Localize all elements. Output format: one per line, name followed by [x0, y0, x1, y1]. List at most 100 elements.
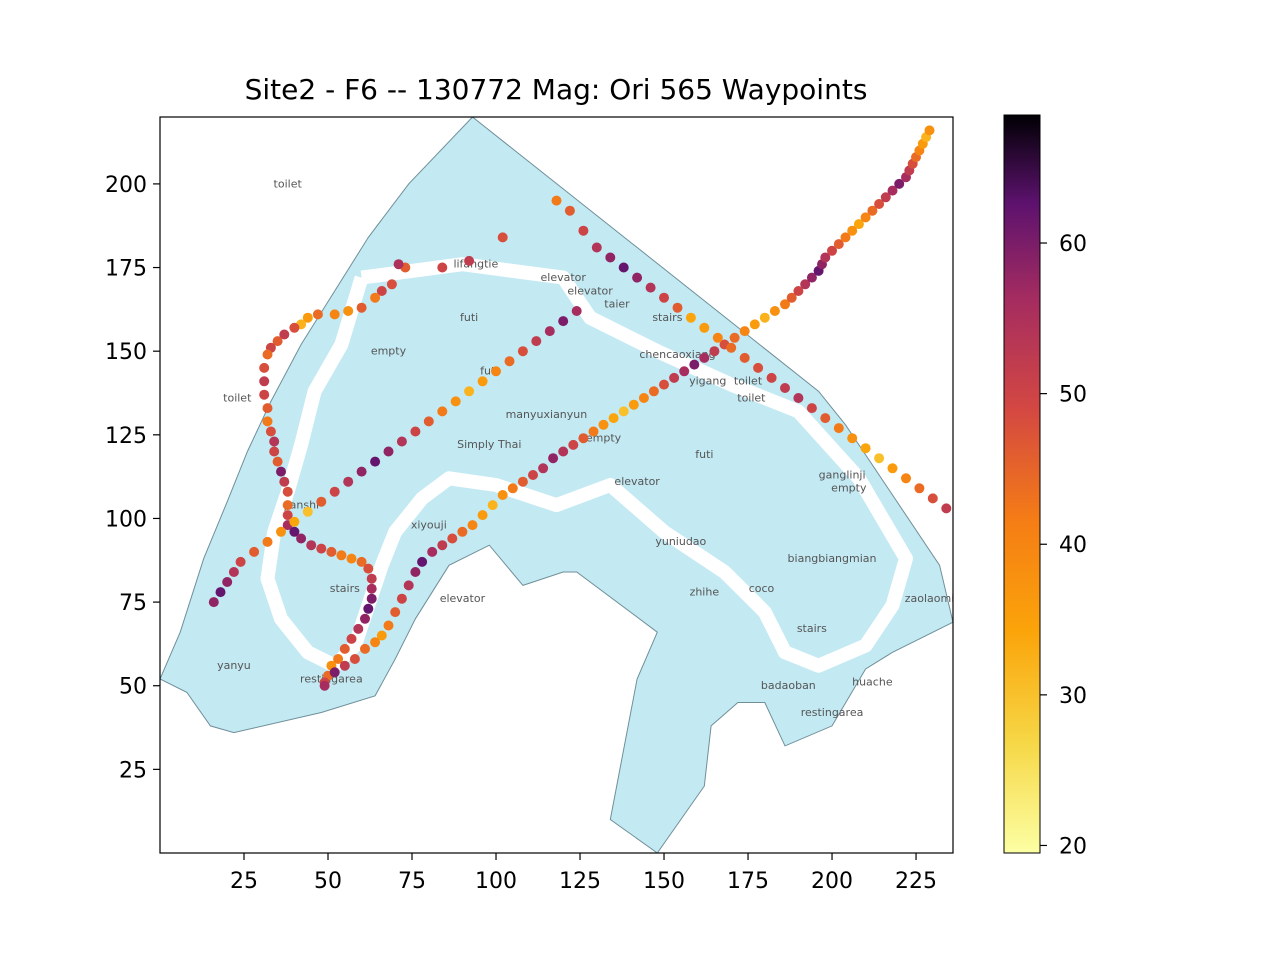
- waypoint: [339, 643, 350, 654]
- waypoint: [249, 546, 260, 557]
- waypoint: [739, 326, 750, 337]
- waypoint: [343, 306, 354, 316]
- room-label: stairs: [330, 582, 360, 595]
- waypoint: [423, 416, 434, 427]
- x-axis: 25 50 75 100 125 150 175 200 225: [230, 853, 937, 894]
- waypoint: [477, 376, 488, 387]
- waypoint: [282, 486, 293, 497]
- waypoint: [806, 403, 817, 414]
- room-label: manyuxianyun: [506, 408, 588, 421]
- waypoint: [588, 426, 599, 437]
- y-tick-label: 75: [119, 591, 147, 616]
- room-label: elevator: [614, 475, 660, 488]
- room-label: badaoban: [761, 679, 816, 692]
- waypoint: [874, 199, 885, 209]
- waypoint: [591, 242, 602, 253]
- waypoint: [564, 205, 575, 216]
- waypoint: [366, 573, 377, 584]
- waypoint: [847, 225, 858, 236]
- waypoint: [326, 546, 337, 557]
- colorbar: 20 30 40 50 60: [1003, 114, 1087, 859]
- waypoint: [356, 466, 367, 477]
- room-label: zhihe: [690, 585, 720, 598]
- waypoint: [531, 336, 542, 347]
- waypoint: [265, 426, 276, 437]
- waypoint: [853, 219, 864, 230]
- room-label: elevator: [541, 271, 587, 284]
- waypoint: [356, 556, 367, 567]
- waypoint: [353, 623, 364, 634]
- waypoint: [780, 299, 790, 310]
- waypoint: [568, 439, 579, 450]
- waypoint: [820, 413, 831, 424]
- plot-frame: [159, 116, 954, 854]
- waypoint: [269, 446, 280, 457]
- waypoint: [618, 406, 629, 417]
- waypoint: [729, 332, 740, 343]
- room-label: empty: [371, 345, 407, 358]
- waypoint: [282, 510, 293, 521]
- waypoint: [390, 607, 401, 618]
- waypoint: [349, 654, 360, 664]
- y-axis: 25 50 75 100 125 150 175 200: [105, 173, 160, 783]
- waypoint: [820, 252, 831, 263]
- waypoint: [806, 272, 817, 283]
- waypoint: [396, 593, 407, 604]
- waypoint: [329, 309, 340, 320]
- waypoint: [833, 239, 844, 250]
- waypoint: [699, 352, 710, 363]
- waypoint: [679, 366, 690, 377]
- room-label: ganglinji: [819, 468, 866, 481]
- waypoint: [753, 362, 764, 373]
- waypoint: [276, 526, 286, 537]
- waypoint: [793, 393, 804, 403]
- waypoint: [632, 272, 643, 283]
- room-label: stairs: [652, 311, 682, 324]
- waypoint: [276, 466, 286, 477]
- waypoint: [208, 597, 219, 608]
- waypoint: [618, 262, 629, 273]
- room-label: xiyouji: [411, 518, 447, 531]
- waypoint: [927, 493, 938, 504]
- waypoint: [598, 419, 609, 430]
- waypoint: [759, 312, 770, 323]
- waypoint: [259, 376, 270, 387]
- waypoint: [699, 322, 710, 333]
- waypoint: [427, 546, 438, 557]
- y-tick-label: 50: [119, 675, 147, 700]
- waypoint: [780, 383, 790, 393]
- waypoint: [628, 399, 639, 410]
- waypoint: [370, 456, 381, 467]
- waypoint: [551, 195, 562, 206]
- waypoint: [360, 643, 370, 654]
- waypoint: [467, 520, 478, 531]
- waypoint: [464, 255, 475, 266]
- colorbar-gradient: [1003, 114, 1041, 854]
- room-label: toilet: [223, 391, 252, 404]
- corridor: [260, 257, 913, 673]
- x-tick-label: 25: [230, 869, 258, 894]
- y-tick-label: 175: [105, 257, 147, 282]
- waypoint: [558, 316, 569, 327]
- waypoint: [497, 490, 508, 500]
- waypoint: [386, 279, 397, 290]
- waypoint: [800, 279, 811, 290]
- waypoint: [608, 413, 619, 424]
- x-tick-label: 100: [475, 869, 517, 894]
- colorbar-tick-label: 30: [1059, 684, 1087, 709]
- waypoint: [262, 349, 273, 360]
- waypoint: [259, 389, 270, 400]
- waypoint: [860, 212, 871, 223]
- x-tick-label: 75: [398, 869, 426, 894]
- waypoint: [302, 312, 313, 323]
- waypoint: [329, 667, 340, 678]
- room-label: yuniudao: [655, 535, 706, 548]
- waypoint: [360, 613, 370, 624]
- waypoint: [769, 306, 780, 316]
- x-tick-label: 125: [559, 869, 601, 894]
- waypoint: [410, 567, 421, 577]
- waypoint: [417, 556, 428, 567]
- room-label: toilet: [734, 375, 763, 388]
- waypoint: [447, 533, 458, 544]
- waypoint: [571, 306, 582, 316]
